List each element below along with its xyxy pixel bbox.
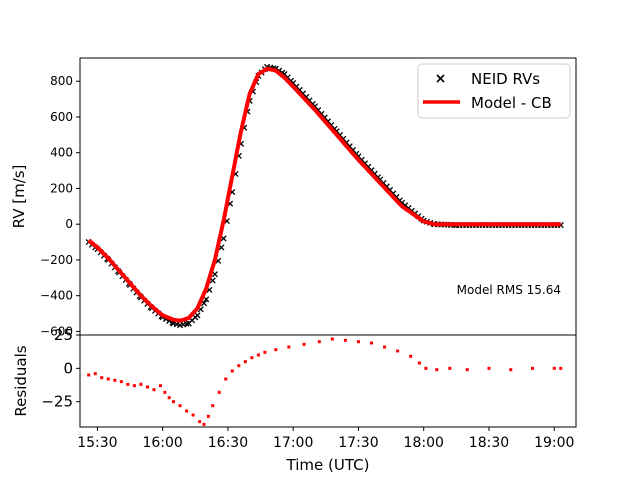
model-cb-line: [87, 66, 561, 323]
x-tick-label: 16:00: [142, 435, 182, 451]
x-axis-label: Time (UTC): [286, 456, 370, 474]
main-panel: −600 −400 −200 0 200 400 600 800 RV [m/s] Model…: [10, 57, 577, 338]
residual-point: [424, 366, 428, 370]
residuals-y-axis-label: Residuals: [12, 345, 30, 416]
legend: NEID RVs Model - CB: [417, 63, 571, 119]
residual-point: [158, 384, 162, 388]
x-axis-ticks: 15:30 16:00 16:30 17:00 17:30 18:00 18:30 19:00: [77, 427, 574, 451]
residual-point: [356, 340, 360, 344]
main-y-tick-label: 600: [50, 110, 73, 124]
main-y-tick-label: 400: [50, 146, 73, 160]
residual-point: [126, 382, 130, 386]
residual-point: [178, 404, 182, 408]
residual-point: [396, 349, 400, 353]
residuals-panel: −25 0 25 15:30 16:00 16:30 17:00 17:30 18:00 18:…: [12, 326, 577, 474]
residual-point: [163, 390, 167, 394]
residual-point: [509, 368, 513, 372]
residual-point: [217, 390, 221, 394]
residual-point: [263, 350, 267, 354]
residual-point: [317, 340, 321, 344]
residual-point: [224, 377, 228, 381]
residual-point: [237, 364, 241, 368]
residual-point: [448, 366, 452, 370]
residual-point: [383, 345, 387, 349]
legend-box: [417, 63, 571, 119]
main-y-axis-label: RV [m/s]: [10, 165, 28, 229]
residual-point: [132, 384, 136, 388]
residual-point: [559, 366, 563, 370]
residual-point: [152, 388, 156, 392]
residual-point: [185, 409, 189, 413]
residual-point: [93, 372, 97, 376]
residuals-y-tick-label: −25: [41, 393, 73, 411]
residual-point: [119, 380, 123, 384]
residual-point: [302, 342, 306, 346]
model-rms-annotation: Model RMS 15.64: [457, 283, 561, 297]
residual-point: [250, 356, 254, 360]
main-y-tick-label: −600: [40, 324, 73, 338]
residual-point: [287, 345, 291, 349]
residual-point: [139, 382, 143, 386]
main-y-tick-label: 800: [50, 74, 73, 88]
residual-point: [487, 366, 491, 370]
residual-point: [113, 378, 117, 382]
main-y-tick-label: 200: [50, 181, 73, 195]
residual-point: [198, 420, 202, 424]
residual-point: [145, 385, 149, 389]
legend-label-neid-rvs: NEID RVs: [471, 70, 540, 88]
residuals-y-tick-label: 0: [63, 359, 73, 377]
main-y-ticks: −600 −400 −200 0 200 400 600 800: [40, 74, 80, 338]
residual-point: [465, 368, 469, 372]
x-tick-label: 17:30: [338, 435, 378, 451]
x-tick-label: 19:00: [534, 435, 574, 451]
residuals-plot-frame: [79, 334, 577, 428]
residual-point: [230, 369, 234, 373]
residual-point: [202, 422, 206, 426]
main-y-tick-label: −400: [40, 289, 73, 303]
x-tick-label: 18:30: [469, 435, 509, 451]
x-tick-label: 17:00: [273, 435, 313, 451]
residual-point: [435, 368, 439, 372]
residual-point: [370, 341, 374, 345]
residual-point: [87, 373, 91, 377]
residual-point: [552, 366, 556, 370]
residuals-data: [87, 337, 563, 426]
residuals-y-tick-label: 25: [54, 326, 73, 344]
residual-point: [172, 400, 176, 404]
residual-point: [243, 360, 247, 364]
residual-point: [106, 377, 110, 381]
main-y-tick-label: −200: [40, 253, 73, 267]
x-tick-label: 15:30: [77, 435, 117, 451]
residual-point: [167, 396, 171, 400]
neid-rv-point: [203, 296, 210, 303]
residual-point: [417, 361, 421, 365]
residual-point: [256, 353, 260, 357]
x-tick-label: 18:00: [404, 435, 444, 451]
x-tick-label: 16:30: [208, 435, 248, 451]
neid-rv-point: [194, 312, 201, 319]
residual-point: [191, 413, 195, 417]
main-data: [85, 63, 564, 329]
legend-marker-neid-rvs: [436, 74, 445, 83]
main-y-tick-label: 0: [65, 217, 73, 231]
residual-point: [330, 337, 334, 341]
legend-label-model-cb: Model - CB: [471, 94, 552, 112]
residual-point: [409, 354, 413, 358]
residual-point: [211, 404, 215, 408]
residual-point: [100, 376, 104, 380]
residual-point: [530, 366, 534, 370]
residual-point: [343, 338, 347, 342]
residuals-y-ticks: −25 0 25: [41, 326, 80, 411]
residual-point: [206, 414, 210, 418]
residual-point: [274, 348, 278, 352]
neid-rv-point: [211, 271, 218, 278]
